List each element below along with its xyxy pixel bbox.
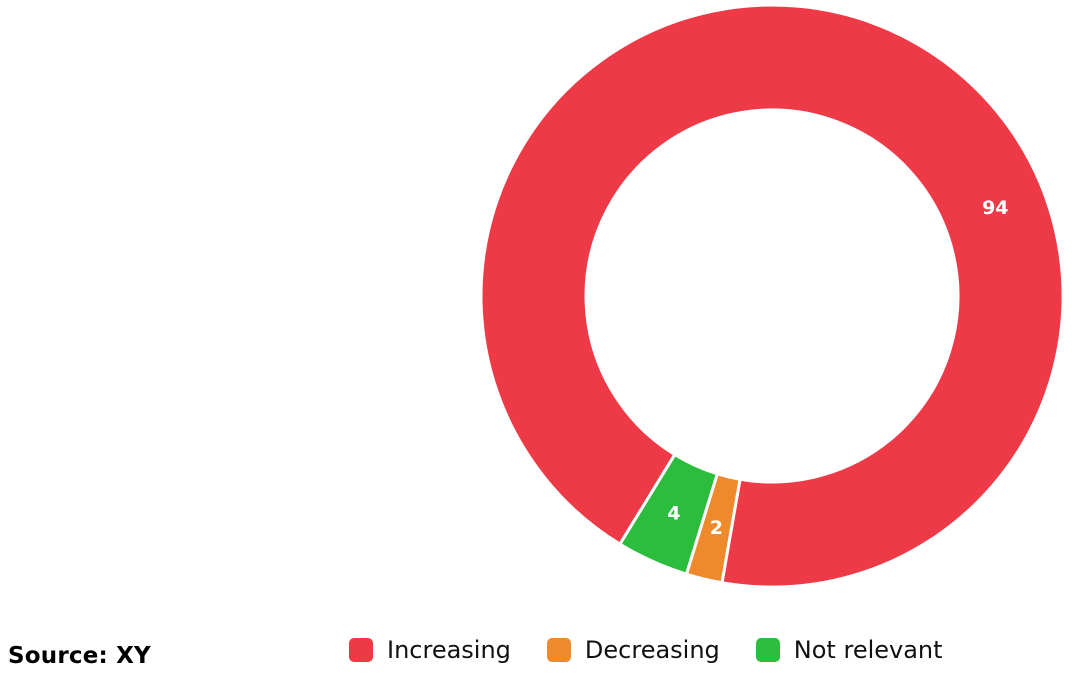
chart-legend: Increasing Decreasing Not relevant [349,636,943,664]
legend-item-not-relevant: Not relevant [755,636,943,664]
legend-swatch-not-relevant [755,638,780,662]
legend-item-decreasing: Decreasing [546,636,720,664]
chart-slices [479,3,1065,589]
legend-swatch-decreasing [546,638,571,662]
legend-item-increasing: Increasing [349,636,511,664]
data-label-decreasing: 2 [710,517,723,539]
legend-label-increasing: Increasing [387,636,511,664]
data-label-increasing: 94 [982,197,1008,219]
legend-label-decreasing: Decreasing [584,636,720,664]
data-label-not-relevant: 4 [667,502,680,524]
slice-increasing [479,3,1065,589]
source-note: Source: XY [8,643,151,669]
legend-label-not-relevant: Not relevant [793,636,943,664]
legend-swatch-increasing [349,638,373,662]
slice-not-relevant [618,453,719,576]
chart-data-labels: 94 2 4 [667,197,1008,539]
